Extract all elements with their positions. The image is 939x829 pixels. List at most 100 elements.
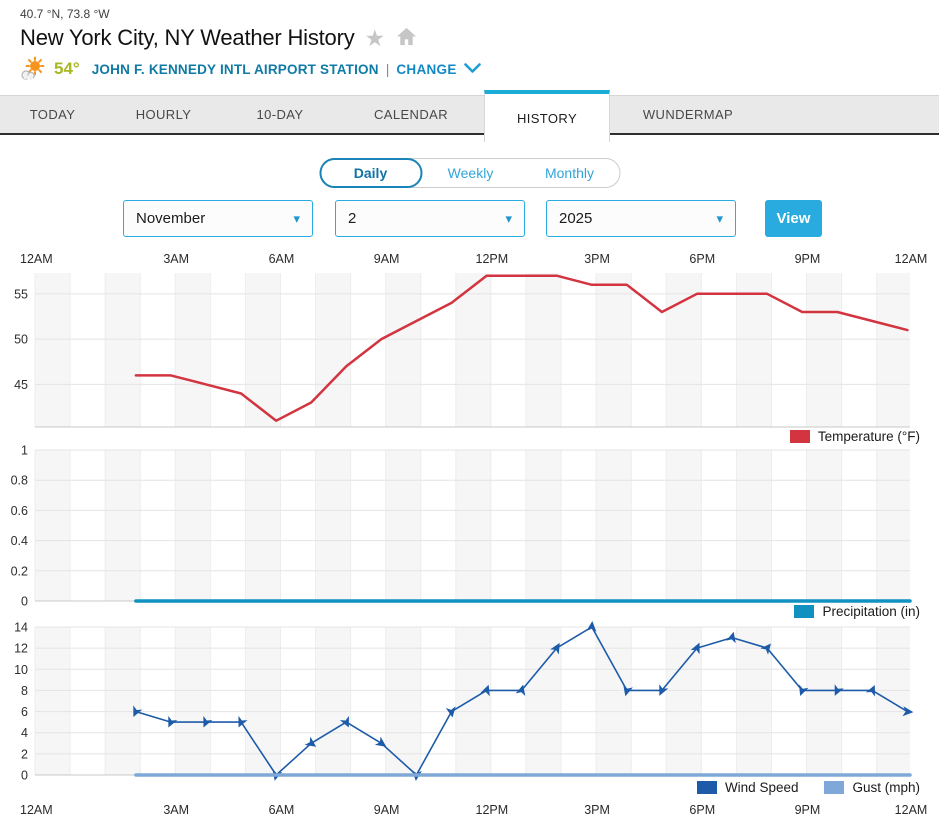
separator: |: [385, 61, 390, 77]
y-axis-label: 2: [21, 747, 28, 761]
title-row: New York City, NY Weather History ★: [20, 24, 418, 52]
wind-chart: 14 12 10 8 6 4 2 0: [14, 621, 914, 783]
x-axis-label: 6PM: [689, 803, 715, 817]
plot-stripe: [455, 450, 491, 601]
y-axis-label: 55: [14, 287, 28, 301]
x-axis-label: 6AM: [269, 252, 295, 266]
x-axis-label: 9AM: [374, 803, 400, 817]
plot-stripe: [736, 273, 772, 427]
wind-legend: Wind Speed Gust (mph): [696, 780, 920, 795]
caret-down-icon: ▾: [716, 210, 723, 226]
page-title: New York City, NY Weather History: [20, 25, 355, 50]
period-option-monthly[interactable]: Monthly: [544, 165, 595, 181]
period-option-weekly[interactable]: Weekly: [447, 165, 494, 181]
legend-label: Precipitation (in): [822, 604, 920, 619]
plot-stripe: [876, 273, 910, 427]
plot-stripe: [245, 450, 281, 601]
legend-item-temperature-f-[interactable]: Temperature (°F): [789, 429, 920, 444]
y-axis-label: 0.2: [11, 564, 28, 578]
wind-direction-arrow-marker: [374, 736, 387, 747]
plot-stripe: [525, 450, 562, 601]
wind-direction-arrow-marker: [304, 736, 317, 747]
plot-stripe: [736, 450, 772, 601]
legend-swatch: [696, 781, 717, 794]
plot-stripe: [315, 627, 351, 775]
x-axis-label: 12AM: [20, 252, 53, 266]
plot-stripe: [666, 450, 702, 601]
wind-direction-arrow-marker: [445, 706, 456, 718]
plot-stripe: [35, 450, 71, 601]
plot-stripe: [35, 627, 71, 775]
plot-stripe: [525, 627, 562, 775]
x-axis-label: 9AM: [374, 252, 400, 266]
wind-direction-arrow-marker: [760, 643, 771, 655]
temperature-chart: 55 50 45: [14, 273, 910, 428]
wind-direction-arrow-marker: [834, 684, 844, 696]
wind-direction-arrow-marker: [168, 715, 178, 728]
main-tabbar: TODAY HOURLY 10-DAY CALENDAR HISTORY WUNDERMA…: [0, 90, 939, 142]
y-axis-label: 10: [14, 663, 28, 677]
chevron-down-icon[interactable]: [463, 61, 481, 79]
tab-today[interactable]: TODAY: [29, 107, 76, 122]
plot-stripe: [596, 627, 632, 775]
plot-stripe: [315, 273, 351, 427]
legend-label: Gust (mph): [852, 780, 920, 795]
y-axis-label: 12: [14, 642, 28, 656]
tab-10-day[interactable]: 10-DAY: [256, 107, 304, 122]
period-toggle: Daily Weekly Monthly: [319, 158, 620, 188]
wind-direction-arrow-marker: [623, 684, 633, 697]
legend-swatch: [824, 781, 845, 794]
star-icon[interactable]: ★: [364, 24, 386, 51]
tab-hourly[interactable]: HOURLY: [135, 107, 192, 122]
month-select[interactable]: November ▾: [123, 200, 313, 237]
tab-history[interactable]: HISTORY: [484, 90, 610, 142]
plot-stripe: [385, 627, 421, 775]
view-button[interactable]: View: [765, 200, 822, 237]
home-icon-glyph: [397, 27, 417, 46]
y-axis-label: 0.6: [11, 504, 28, 518]
x-axis-label: 6AM: [269, 803, 295, 817]
x-axis-label: 9PM: [795, 803, 821, 817]
period-option-daily[interactable]: Daily: [319, 158, 422, 188]
wind-direction-arrow-marker: [480, 684, 490, 697]
plot-stripe: [105, 273, 141, 427]
plot-stripe: [175, 627, 211, 775]
legend-swatch: [789, 430, 810, 443]
plot-stripe: [666, 273, 702, 427]
legend-item-gust-mph-[interactable]: Gust (mph): [824, 780, 920, 795]
tab-wundermap[interactable]: WUNDERMAP: [642, 107, 734, 122]
wind-direction-arrow-marker: [133, 705, 143, 718]
x-axis-label: 12PM: [476, 252, 509, 266]
plot-stripe: [806, 273, 842, 427]
plot-stripe: [736, 627, 772, 775]
current-temperature: 54°: [54, 59, 80, 78]
day-select[interactable]: 2 ▾: [335, 200, 525, 237]
plot-stripe: [105, 450, 141, 601]
y-axis-label: 1: [21, 444, 28, 458]
legend-item-precipitation-in-[interactable]: Precipitation (in): [794, 604, 920, 619]
year-select-value: 2025: [559, 210, 593, 227]
caret-down-icon: ▾: [505, 210, 512, 226]
home-icon[interactable]: [395, 26, 418, 52]
plot-stripe: [455, 273, 491, 427]
wind-direction-arrow-marker: [203, 715, 213, 728]
x-axis-label: 12AM: [20, 803, 53, 817]
day-select-value: 2: [348, 210, 357, 227]
wind-direction-arrow-marker: [799, 684, 809, 697]
wind-direction-arrow-marker: [902, 706, 914, 717]
tab-calendar[interactable]: CALENDAR: [374, 107, 448, 122]
x-axis-label: 3AM: [163, 803, 189, 817]
wind-direction-arrow-marker: [586, 621, 597, 632]
legend-label: Temperature (°F): [817, 429, 920, 444]
station-name-link[interactable]: JOHN F. KENNEDY INTL AIRPORT STATION: [91, 61, 379, 77]
y-axis-label: 4: [21, 726, 28, 740]
plot-stripe: [245, 627, 281, 775]
x-axis-label: 3PM: [584, 252, 610, 266]
change-station-link[interactable]: CHANGE: [396, 61, 457, 77]
legend-item-wind-speed[interactable]: Wind Speed: [696, 780, 798, 795]
year-select[interactable]: 2025 ▾: [546, 200, 736, 237]
plot-stripe: [876, 627, 910, 775]
x-axis-label: 6PM: [689, 252, 715, 266]
